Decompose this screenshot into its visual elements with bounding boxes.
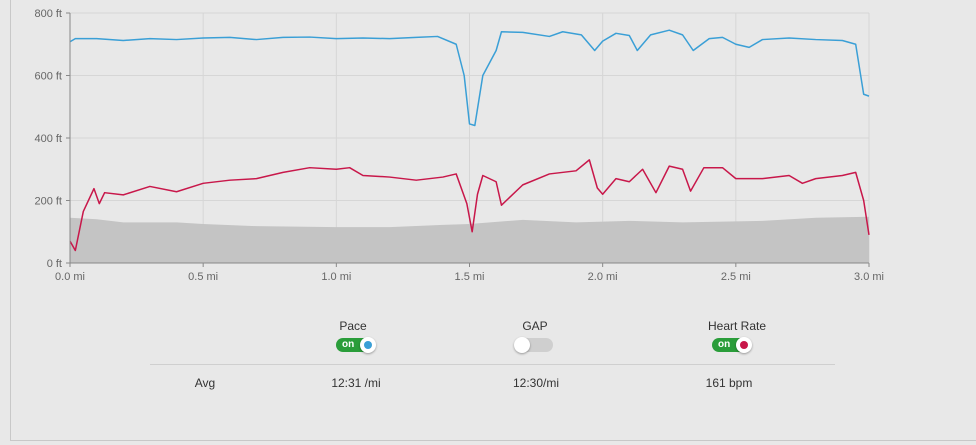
- x-tick-label: 0.0 mi: [55, 271, 85, 283]
- y-tick-label: 800 ft: [34, 8, 62, 20]
- y-tick-label: 600 ft: [34, 71, 62, 83]
- pace-color-dot: [364, 341, 372, 349]
- pace-toggle[interactable]: on: [336, 337, 376, 353]
- gap-toggle-label: GAP: [522, 319, 548, 333]
- heart-rate-toggle[interactable]: on: [712, 337, 752, 353]
- x-tick-label: 0.5 mi: [188, 271, 218, 283]
- x-tick-label: 1.5 mi: [455, 271, 485, 283]
- x-tick-label: 2.5 mi: [721, 271, 751, 283]
- gap-toggle-knob: [514, 337, 530, 353]
- gap-toggle[interactable]: [514, 337, 553, 353]
- avg-heart-rate: 161 bpm: [705, 376, 753, 390]
- heart-rate-toggle-state: on: [718, 339, 731, 350]
- y-tick-label: 0 ft: [47, 258, 62, 270]
- heart-rate-color-dot: [740, 341, 748, 349]
- y-tick-label: 200 ft: [34, 196, 62, 208]
- analysis-chart[interactable]: 0 ft 200 ft 400 ft 600 ft 800 ft 0.0 mi 0.5 mi…: [0, 0, 976, 300]
- heart-rate-toggle-knob: [736, 337, 752, 353]
- avg-gap: 12:30/mi: [512, 376, 560, 390]
- x-tick-label: 1.0 mi: [321, 271, 351, 283]
- pace-line: [69, 29, 870, 127]
- avg-pace: 12:31 /mi: [331, 376, 381, 390]
- elevation-area: [70, 216, 869, 263]
- heart-rate-toggle-label: Heart Rate: [707, 319, 767, 333]
- pace-toggle-state: on: [342, 339, 355, 350]
- y-tick-label: 400 ft: [34, 133, 62, 145]
- x-tick-label: 2.0 mi: [588, 271, 618, 283]
- pace-toggle-knob: [360, 337, 376, 353]
- pace-toggle-label: Pace: [339, 319, 367, 333]
- heart-rate-line: [69, 159, 870, 252]
- x-tick-label: 3.0 mi: [854, 271, 884, 283]
- stats-divider: [150, 364, 835, 365]
- avg-label: Avg: [194, 376, 216, 390]
- panel-frame: [10, 0, 976, 441]
